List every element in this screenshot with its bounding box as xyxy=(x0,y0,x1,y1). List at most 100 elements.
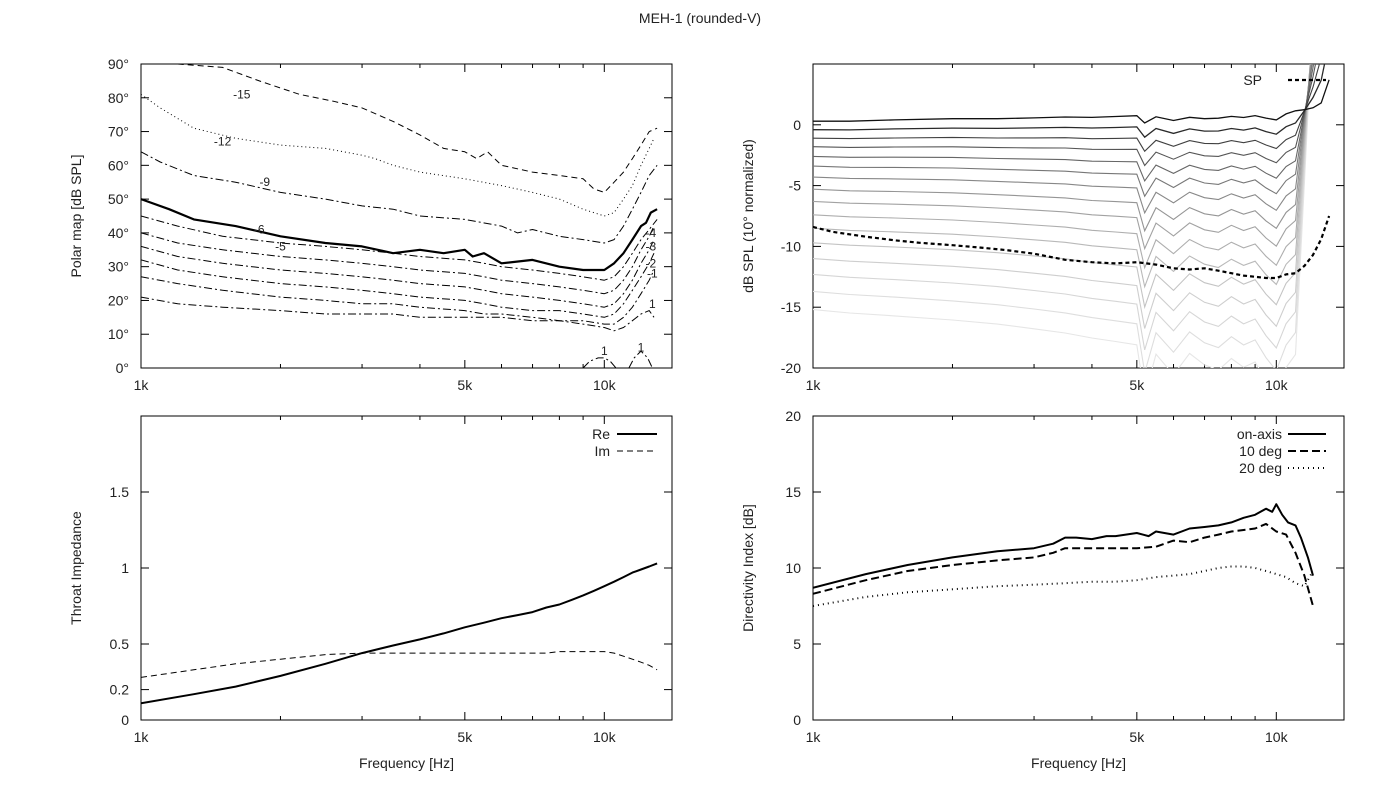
spl-angle-curve xyxy=(813,64,1311,368)
di-series-1 xyxy=(813,522,1314,607)
polar-contour-label: -15 xyxy=(233,87,251,101)
spl-y-tick-label: 0 xyxy=(793,117,801,133)
polar-contour-label: -9 xyxy=(259,175,270,189)
panels: 1k 5k 10k 0° 10° 20° 30° 40° 50° 60° 70° 80° 90° Pola… xyxy=(68,56,1345,771)
impedance-plot-frame xyxy=(140,415,673,721)
polar-y-tick-label: 10° xyxy=(108,326,129,342)
di-x-tick-label: 10k xyxy=(1265,729,1289,745)
impedance-y-tick-label: 1.5 xyxy=(110,484,130,500)
polar-series-7 xyxy=(141,252,655,318)
impedance-legend-label: Re xyxy=(592,426,610,442)
polar-y-tick-label: 40° xyxy=(108,225,129,241)
figure-title: MEH-1 (rounded-V) xyxy=(639,10,761,26)
impedance-y-tick-label: 0.2 xyxy=(110,682,130,698)
polar-y-tick-label: 60° xyxy=(108,157,129,173)
di-x-tick-label: 5k xyxy=(1129,729,1145,745)
polar-y-tick-label: 50° xyxy=(108,191,129,207)
impedance-x-axis-label: Frequency [Hz] xyxy=(359,755,454,771)
di-legend-label: 10 deg xyxy=(1239,443,1282,459)
spl-angle-curve xyxy=(813,64,1312,368)
polar-y-tick-label: 90° xyxy=(108,56,129,72)
polar-y-tick-label: 30° xyxy=(108,259,129,275)
spl-angle-curve xyxy=(813,64,1311,351)
polar-x-tick-label: 1k xyxy=(134,377,150,393)
spl-y-tick-label: -5 xyxy=(789,178,802,194)
polar-y-tick-label: 70° xyxy=(108,124,129,140)
polar-plot-area xyxy=(141,64,658,368)
di-legend-label: on-axis xyxy=(1237,426,1282,442)
spl-series-0 xyxy=(813,215,1331,280)
di-series-2 xyxy=(813,565,1314,607)
polar-contour-label: 1 xyxy=(601,344,608,358)
spl-angle-curve xyxy=(813,64,1311,310)
spl-angle-curve xyxy=(813,64,1320,153)
spl-y-tick-label: -20 xyxy=(781,360,801,376)
polar-contour-label: -12 xyxy=(214,135,232,149)
polar-contour-label: -3 xyxy=(645,239,656,253)
impedance-y-tick-label: 0.5 xyxy=(110,636,130,652)
spl-angle-curve xyxy=(813,64,1312,233)
spl-x-tick-label: 5k xyxy=(1129,377,1145,393)
spl-plot-frame xyxy=(812,63,1345,369)
polar-contour-label: 1 xyxy=(649,297,656,311)
spl-legend-label: SP xyxy=(1243,72,1262,88)
spl-angle-curve xyxy=(813,64,1311,289)
polar-x-tick-label: 5k xyxy=(457,377,473,393)
polar-x-tick-label: 10k xyxy=(593,377,617,393)
di-plot-area xyxy=(813,503,1314,607)
impedance-y-tick-label: 1 xyxy=(121,560,129,576)
impedance-x-tick-label: 5k xyxy=(457,729,473,745)
di-y-tick-label: 10 xyxy=(785,560,801,576)
polar-y-tick-label: 20° xyxy=(108,292,129,308)
di-legend-label: 20 deg xyxy=(1239,460,1282,476)
spl-angle-curve xyxy=(813,64,1326,139)
impedance-x-tick-label: 10k xyxy=(593,729,617,745)
spl-y-tick-label: -15 xyxy=(781,299,801,315)
polar-series-6 xyxy=(141,239,655,308)
polar-contour-label: -6 xyxy=(254,223,265,237)
di-y-axis-label: Directivity Index [dB] xyxy=(740,504,756,632)
polar-contour-label: 1 xyxy=(638,341,645,355)
impedance-legend-label: Im xyxy=(594,443,610,459)
di-series-0 xyxy=(813,503,1314,589)
polar-contour-label: -5 xyxy=(275,239,286,253)
impedance-series-1 xyxy=(141,651,658,678)
di-x-axis-label: Frequency [Hz] xyxy=(1031,755,1126,771)
polar-series-8 xyxy=(141,269,655,325)
polar-series-2 xyxy=(141,151,658,244)
spl-angle-curve xyxy=(813,64,1312,251)
spl-plot-area xyxy=(813,64,1331,368)
spl-angle-curve xyxy=(813,64,1312,215)
polar-series-10 xyxy=(582,357,617,368)
di-y-tick-label: 5 xyxy=(793,636,801,652)
polar-series-3 xyxy=(141,198,658,272)
spl-angle-curve xyxy=(813,64,1317,167)
spl-panel: 1k 5k 10k 0 -5 -10 -15 -20 dB SPL (10° normalize… xyxy=(740,63,1345,393)
polar-series-1 xyxy=(141,93,655,217)
spl-angle-curve xyxy=(813,64,1315,183)
polar-series-5 xyxy=(141,225,655,295)
polar-series-4 xyxy=(141,215,658,281)
polar-series-11 xyxy=(628,350,653,368)
spl-x-tick-label: 1k xyxy=(806,377,822,393)
spl-angle-curve xyxy=(813,64,1311,270)
polar-panel: 1k 5k 10k 0° 10° 20° 30° 40° 50° 60° 70° 80° 90° Pola… xyxy=(68,56,673,393)
impedance-y-tick-label: 0 xyxy=(121,712,129,728)
polar-y-tick-label: 0° xyxy=(116,360,129,376)
impedance-y-axis-label: Throat Impedance xyxy=(68,511,84,625)
polar-contour-label: -1 xyxy=(647,266,658,280)
polar-series-9 xyxy=(141,296,655,332)
di-y-tick-label: 20 xyxy=(785,408,801,424)
polar-contour-label: -4 xyxy=(645,226,656,240)
spl-angle-curve xyxy=(813,64,1311,329)
impedance-x-tick-label: 1k xyxy=(134,729,150,745)
spl-angle-curve xyxy=(813,64,1313,198)
impedance-panel: 1k 5k 10k 0 0.2 0.5 1 1.5 Throat Impedance Freque… xyxy=(68,415,673,771)
di-x-tick-label: 1k xyxy=(806,729,822,745)
polar-series-0 xyxy=(177,64,658,193)
impedance-plot-area xyxy=(141,562,658,705)
polar-y-axis-label: Polar map [dB SPL] xyxy=(68,155,84,278)
spl-angle-curve xyxy=(813,79,1330,124)
spl-y-axis-label: dB SPL (10° normalized) xyxy=(740,139,756,293)
